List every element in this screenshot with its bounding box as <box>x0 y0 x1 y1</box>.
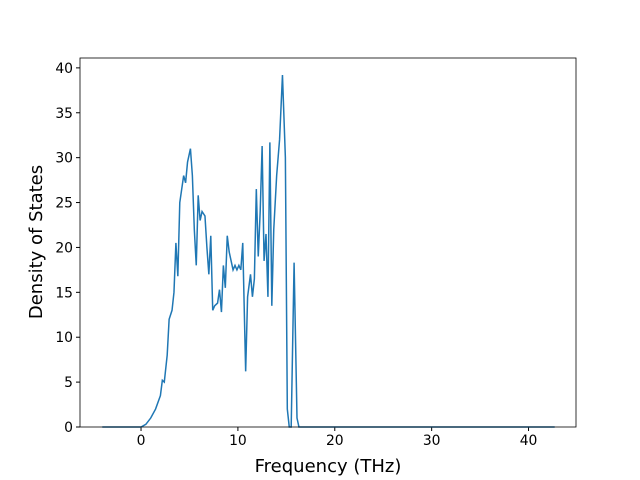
y-tick-label: 25 <box>55 196 73 212</box>
x-axis-label: Frequency (THz) <box>255 456 402 477</box>
x-tick-label: 40 <box>520 433 538 449</box>
y-tick-label: 0 <box>64 420 73 436</box>
line <box>102 75 555 428</box>
y-axis-label: Density of States <box>26 165 47 319</box>
y-tick-label: 35 <box>55 106 73 122</box>
x-tick-label: 20 <box>326 433 344 449</box>
y-tick-label: 40 <box>55 61 73 77</box>
y-tick-label: 15 <box>55 285 73 301</box>
plot-frame <box>79 57 577 428</box>
x-tick-label: 30 <box>423 433 441 449</box>
x-tick-label: 0 <box>137 433 146 449</box>
y-tick-label: 5 <box>64 375 73 391</box>
y-tick-label: 20 <box>55 240 73 256</box>
y-tick-label: 30 <box>55 151 73 167</box>
x-tick-label: 10 <box>229 433 247 449</box>
y-tick-label: 10 <box>55 330 73 346</box>
